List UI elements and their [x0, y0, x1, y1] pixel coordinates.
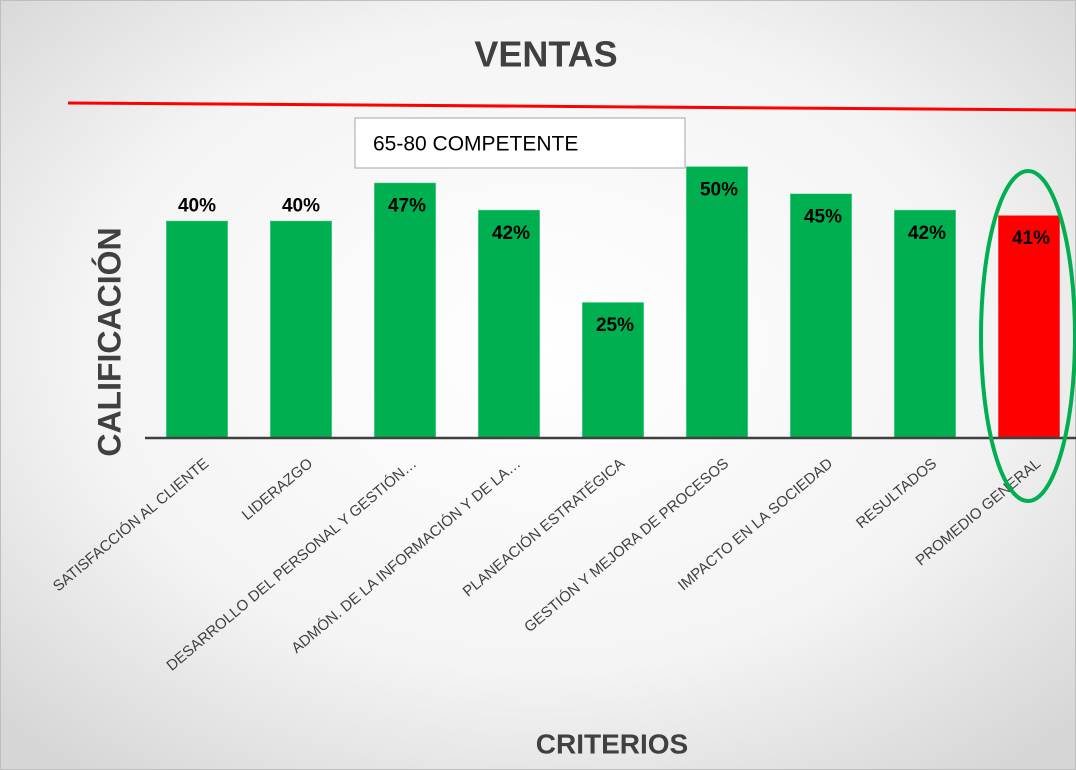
value-label: 42% [908, 223, 946, 244]
bar [893, 209, 957, 439]
bar [373, 182, 437, 439]
divider-line [67, 101, 1076, 112]
bar [165, 220, 229, 439]
value-label: 50% [700, 179, 738, 200]
bar [477, 209, 541, 439]
bar [269, 220, 333, 439]
y-axis-label: CALIFICACIÓN [91, 227, 127, 456]
annotation-box [354, 117, 686, 169]
annotation: 65-80 COMPETENTE [373, 133, 578, 156]
value-label: 41% [1012, 228, 1050, 249]
highlight-ellipse [979, 169, 1076, 503]
value-label: 47% [388, 196, 426, 217]
bar [789, 193, 853, 439]
bar [581, 301, 645, 439]
value-label: 25% [596, 315, 634, 336]
value-label: 40% [282, 196, 320, 217]
bar [997, 214, 1061, 439]
chart-title: VENTAS [474, 34, 617, 75]
value-label: 40% [178, 196, 216, 217]
value-label: 42% [492, 223, 530, 244]
value-label: 45% [804, 207, 842, 228]
bar [685, 165, 749, 439]
x-axis-label: CRITERIOS [536, 728, 688, 759]
